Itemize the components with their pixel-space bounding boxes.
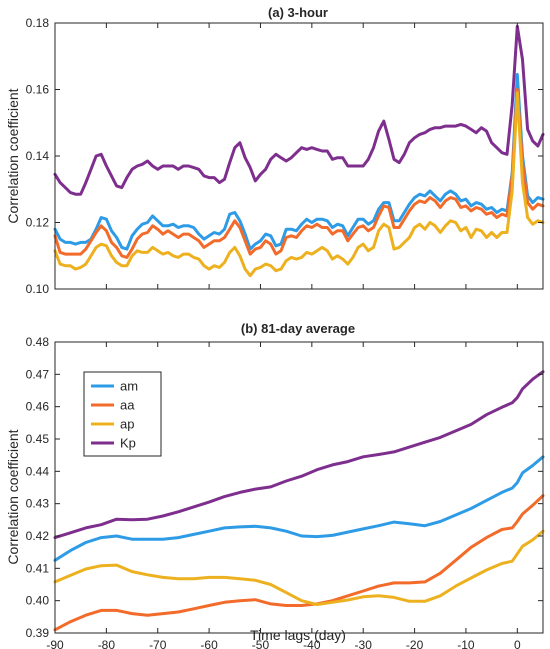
- panel-b-x-tick-label: -70: [149, 638, 167, 649]
- panel-b-x-tick-label: -20: [406, 638, 424, 649]
- panel-a-y-tick-label: 0.10: [26, 282, 50, 296]
- panel-a-title: (a) 3-hour: [268, 5, 328, 20]
- panel-a-y-tick-label: 0.14: [26, 149, 50, 163]
- panel-b-x-tick-label: -90: [46, 638, 64, 649]
- panel-a: (a) 3-hour Correlation coefficient 0.100…: [5, 5, 545, 296]
- panel-b-y-tick-label: 0.43: [26, 497, 50, 511]
- legend-label-aa: aa: [120, 398, 135, 413]
- panel-b-x-tick-label: -50: [252, 638, 270, 649]
- panel-b-axes-frame: [54, 341, 544, 634]
- panel-b-y-tick-label: 0.46: [26, 400, 50, 414]
- panel-b-x-tick-label: -10: [457, 638, 475, 649]
- panel-b-axes: [54, 341, 544, 634]
- panel-b-x-tick-label: -40: [303, 638, 321, 649]
- panel-b-y-tick-label: 0.41: [26, 561, 50, 575]
- panel-a-series: [53, 24, 545, 278]
- panel-b-series-kp: [53, 370, 545, 540]
- panel-a-series-ap: [53, 91, 545, 278]
- panel-b-y-tick-label: 0.48: [26, 335, 50, 349]
- panel-b-y-tick-label: 0.40: [26, 594, 50, 608]
- panel-b-y-tick-label: 0.47: [26, 367, 50, 381]
- panel-b-y-tick-label: 0.44: [26, 464, 50, 478]
- legend-label-kp: Kp: [120, 436, 136, 451]
- panel-b-y-tick-label: 0.39: [26, 626, 50, 640]
- panel-b-x-tick-label: 0: [514, 638, 521, 649]
- legend-label-am: am: [120, 379, 138, 394]
- panel-a-series-kp: [53, 24, 545, 196]
- panel-a-axes: [54, 22, 544, 290]
- panel-b-y-tick-label: 0.45: [26, 432, 50, 446]
- legend-label-ap: ap: [120, 417, 134, 432]
- panel-a-series-aa: [53, 88, 545, 259]
- panel-b-series: [53, 370, 545, 632]
- panel-a-series-am: [53, 73, 545, 251]
- panel-b-x-tick-label: -80: [98, 638, 116, 649]
- panel-b-x-axis-label: Time lags (day): [250, 627, 346, 643]
- panel-b-x-tick-label: -30: [355, 638, 373, 649]
- panel-b-series-am: [53, 455, 545, 562]
- panel-b-y-axis-label: Correlation coefficient: [5, 429, 21, 564]
- panel-a-y-axis-label: Correlation coefficient: [5, 88, 21, 223]
- panel-b-title: (b) 81-day average: [241, 321, 355, 336]
- legend: am aa ap Kp: [83, 371, 162, 457]
- panel-b-series-ap: [53, 529, 545, 606]
- panel-a-y-tick-label: 0.12: [26, 216, 50, 230]
- panel-a-y-tick-label: 0.16: [26, 83, 50, 97]
- panel-b-y-tick-label: 0.42: [26, 529, 50, 543]
- panel-a-tick-labels: 0.10 0.12 0.14 0.16 0.18: [26, 16, 50, 296]
- panel-b-x-tick-label: -60: [200, 638, 218, 649]
- panel-b: (b) 81-day average Correlation coefficie…: [5, 321, 545, 649]
- panel-a-y-tick-label: 0.18: [26, 16, 50, 30]
- panel-b-tick-labels: -90 -80 -70 -60 -50 -40 -30 -20 -10 0 0.39 0.40 0.41…: [26, 335, 521, 649]
